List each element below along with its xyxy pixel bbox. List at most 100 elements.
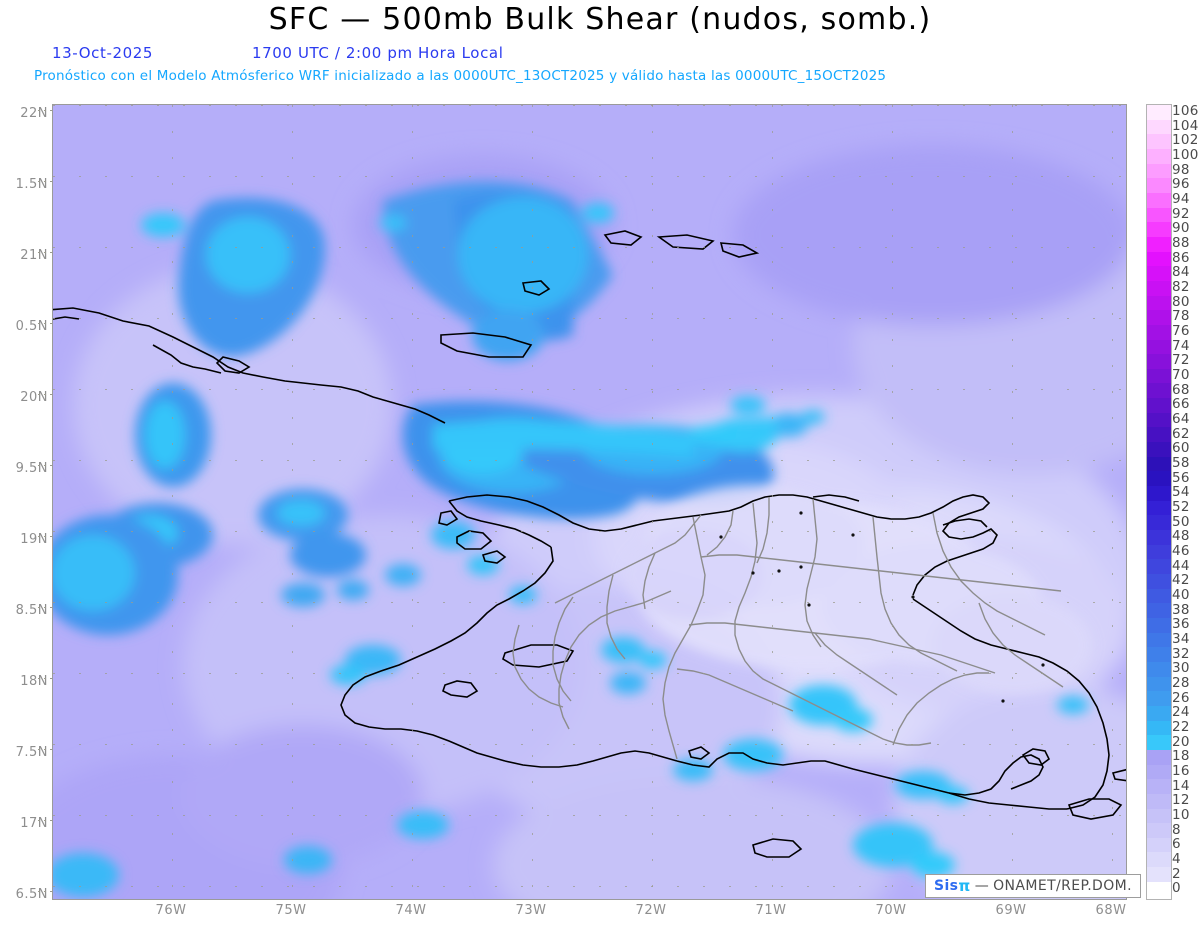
colorbar-tick: 28 xyxy=(1172,675,1190,691)
gridline-lat xyxy=(53,105,1126,106)
axis-label-lat: 17N xyxy=(20,816,48,831)
axis-label-lon: 76W xyxy=(155,903,187,918)
axis-label-lon: 71W xyxy=(755,903,787,918)
colorbar-segment xyxy=(1147,354,1171,369)
axis-label-lon: 74W xyxy=(395,903,427,918)
colorbar-segment xyxy=(1147,119,1171,135)
axis-label-lat: 22N xyxy=(20,106,48,121)
province-border-layer xyxy=(512,497,1064,760)
colorbar-segment xyxy=(1147,515,1171,531)
colorbar-tick: 98 xyxy=(1172,161,1190,178)
axis-label-lat: 7.5N xyxy=(15,745,48,760)
city-dots-layer xyxy=(719,511,1045,703)
axis-label-lat: 1.5N xyxy=(15,177,48,192)
axis-tick-lat xyxy=(38,749,52,750)
model-subtitle: Pronóstico con el Modelo Atmósferico WRF… xyxy=(34,68,887,84)
colorbar-tick: 90 xyxy=(1172,220,1190,237)
colorbar-segment xyxy=(1147,632,1171,648)
gridline-lon xyxy=(772,105,773,899)
colorbar-tick: 88 xyxy=(1172,235,1190,251)
colorbar-tick: 102 xyxy=(1172,132,1199,149)
colorbar-tick: 20 xyxy=(1172,733,1190,750)
colorbar-segment xyxy=(1147,266,1171,281)
colorbar-tick: 70 xyxy=(1172,367,1190,383)
colorbar-segment xyxy=(1147,500,1171,516)
gridline-lon xyxy=(412,105,413,899)
colorbar-tick: 46 xyxy=(1172,543,1190,559)
colorbar-tick: 96 xyxy=(1172,176,1190,193)
colorbar-tick: 26 xyxy=(1172,689,1190,706)
colorbar-segment xyxy=(1147,222,1171,237)
gridline-lon xyxy=(172,105,173,899)
colorbar-segment xyxy=(1147,192,1171,208)
gridline-lon xyxy=(532,105,533,899)
axis-label-lon: 75W xyxy=(275,903,307,918)
colorbar-tick: 82 xyxy=(1172,279,1190,295)
gridline-lat xyxy=(53,531,1126,532)
colorbar-segment xyxy=(1147,749,1171,765)
colorbar-segment xyxy=(1147,574,1171,589)
axis-label-lat: 18N xyxy=(20,674,48,689)
gridline-lat xyxy=(53,318,1126,319)
colorbar-segment xyxy=(1147,383,1171,399)
axis-label-lat: 21N xyxy=(20,248,48,263)
map-shading-layer xyxy=(53,105,1126,899)
axis-label-lat: 0.5N xyxy=(15,319,48,334)
colorbar-segment xyxy=(1147,867,1171,882)
axis-label-lat: 6.5N xyxy=(15,887,48,902)
colorbar-segment xyxy=(1147,486,1171,501)
colorbar-tick: 14 xyxy=(1172,777,1190,794)
colorbar-tick: 72 xyxy=(1172,352,1190,369)
colorbar-tick: 60 xyxy=(1172,440,1190,457)
axis-tick-lat xyxy=(38,536,52,537)
colorbar-tick: 68 xyxy=(1172,381,1190,398)
colorbar-tick: 18 xyxy=(1172,748,1190,765)
axis-label-lon: 72W xyxy=(635,903,667,918)
colorbar-tick: 58 xyxy=(1172,455,1190,471)
colorbar-segment xyxy=(1147,207,1171,223)
credit-badge: Sis π — ONAMET/REP.DOM. xyxy=(925,874,1141,898)
colorbar-segment xyxy=(1147,588,1171,604)
brand-name: Sis xyxy=(934,878,959,894)
colorbar-segment xyxy=(1147,808,1171,824)
axis-tick-lat xyxy=(38,323,52,324)
forecast-datetime-line: 13-Oct-2025 1700 UTC / 2:00 pm Hora Loca… xyxy=(52,44,672,62)
colorbar-segment xyxy=(1147,530,1171,545)
colorbar-segment xyxy=(1147,676,1171,692)
colorbar-segment xyxy=(1147,647,1171,662)
axis-label-lon: 69W xyxy=(995,903,1027,918)
colorbar-segment xyxy=(1147,251,1171,267)
colorbar-segment xyxy=(1147,544,1171,560)
colorbar-tick: 24 xyxy=(1172,704,1190,721)
axis-label-lat: 20N xyxy=(20,390,48,405)
colorbar-tick: 22 xyxy=(1172,719,1190,735)
credit-separator: — xyxy=(974,878,990,894)
gridline-lat xyxy=(53,176,1126,177)
axis-tick-lat xyxy=(38,891,52,892)
colorbar-tick: 78 xyxy=(1172,308,1190,325)
colorbar-tick: 104 xyxy=(1172,117,1199,134)
weather-map[interactable] xyxy=(52,104,1127,900)
forecast-date: 13-Oct-2025 xyxy=(52,44,154,62)
colorbar-segment xyxy=(1147,705,1171,721)
page-title: SFC — 500mb Bulk Shear (nudos, somb.) xyxy=(268,2,932,37)
colorbar-tick: 64 xyxy=(1172,411,1190,427)
colorbar-segment xyxy=(1147,779,1171,794)
colorbar-tick: 30 xyxy=(1172,660,1190,677)
axis-tick-lat xyxy=(38,607,52,608)
colorbar-segment xyxy=(1147,837,1171,853)
colorbar-tick: 94 xyxy=(1172,191,1190,207)
colorbar-tick: 92 xyxy=(1172,205,1190,222)
colorbar-tick: 0 xyxy=(1172,880,1181,897)
colorbar-tick: 100 xyxy=(1172,147,1199,163)
colorbar-tick: 44 xyxy=(1172,557,1190,574)
colorbar-tick: 76 xyxy=(1172,323,1190,339)
colorbar-tick: 54 xyxy=(1172,484,1190,501)
gridline-lon xyxy=(292,105,293,899)
colorbar-tick: 48 xyxy=(1172,528,1190,545)
gridline-lat xyxy=(53,247,1126,248)
colorbar-segment xyxy=(1147,148,1171,164)
axis-tick-lat xyxy=(38,820,52,821)
colorbar xyxy=(1146,104,1172,900)
axis-tick-lat xyxy=(38,181,52,182)
